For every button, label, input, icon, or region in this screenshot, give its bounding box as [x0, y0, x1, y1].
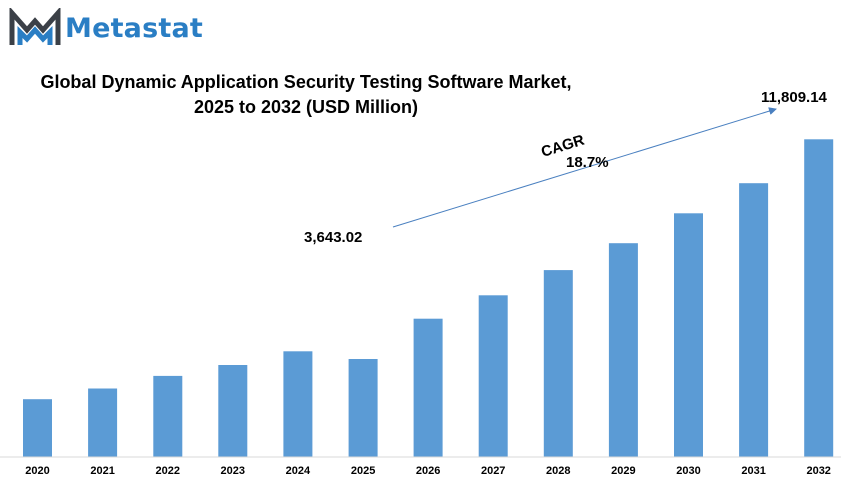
bar-2028 — [543, 270, 573, 457]
x-tick-label-2028: 2028 — [546, 465, 570, 477]
chart-title-line-1: Global Dynamic Application Security Test… — [40, 72, 572, 92]
bar-2021 — [88, 388, 118, 457]
x-tick-label-2025: 2025 — [351, 465, 375, 477]
x-tick-label-2024: 2024 — [286, 465, 311, 477]
x-tick-label-2023: 2023 — [221, 465, 245, 477]
bar-2020 — [23, 399, 52, 457]
x-tick-label-2020: 2020 — [25, 465, 49, 477]
brand-name: Metastat — [65, 12, 204, 44]
start-value-label: 3,643.02 — [304, 229, 362, 246]
x-tick-label-2029: 2029 — [611, 465, 635, 477]
metastat-m-logo-icon — [9, 8, 61, 45]
bar-2029 — [608, 243, 638, 457]
bar-2026 — [413, 318, 443, 457]
bar-2030 — [674, 213, 703, 457]
brand-logo: Metastat — [9, 8, 203, 48]
x-tick-label-2027: 2027 — [481, 465, 505, 477]
x-tick-label-2022: 2022 — [156, 465, 180, 477]
bar-2032 — [804, 139, 834, 458]
bar-2025 — [348, 359, 378, 457]
bar-2027 — [478, 295, 508, 457]
x-tick-label-2030: 2030 — [676, 465, 700, 477]
x-tick-label-2031: 2031 — [741, 465, 765, 477]
cagr-trend-arrow — [392, 107, 777, 228]
chart-title-line-2: 2025 to 2032 (USD Million) — [193, 97, 419, 117]
bar-2023 — [218, 365, 248, 457]
chart-title: Global Dynamic Application Security Test… — [0, 70, 612, 120]
x-tick-label-2021: 2021 — [90, 465, 114, 477]
bar-2022 — [153, 375, 183, 457]
cagr-value-label: 18.7% — [566, 154, 609, 171]
end-value-label: 11,809.14 — [761, 89, 828, 106]
x-tick-label-2032: 2032 — [806, 465, 830, 477]
bar-2024 — [283, 351, 313, 457]
bar-2031 — [739, 183, 769, 457]
x-tick-label-2026: 2026 — [416, 465, 440, 477]
